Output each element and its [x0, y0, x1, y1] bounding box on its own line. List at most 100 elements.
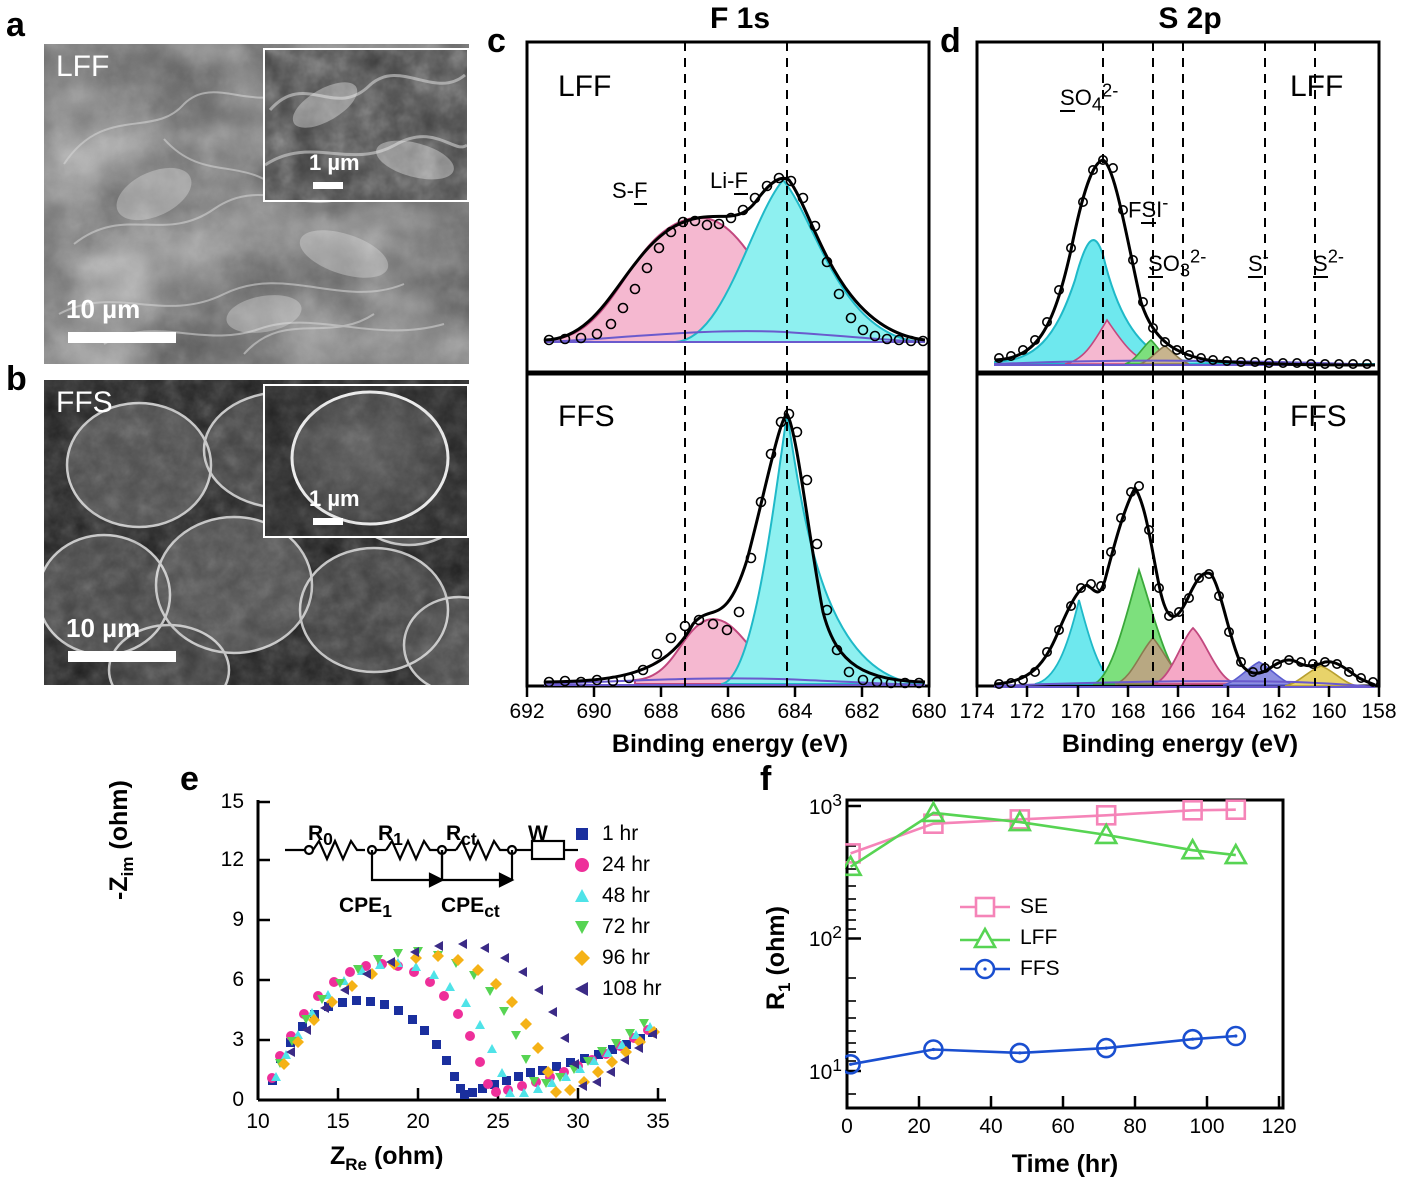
f1s-tick-690: 690: [576, 700, 612, 723]
xps-f1s-title: F 1s: [709, 2, 771, 35]
nyquist-ytick-12: 12: [220, 848, 244, 871]
legend-label-lff: LFF: [1020, 926, 1058, 949]
scalebar-label-a: 10 µm: [66, 294, 141, 324]
circuit-label-r1: R1: [378, 822, 403, 850]
panel-letter-e: e: [180, 760, 199, 798]
legend-marker-circle: [575, 858, 589, 872]
nyquist-xtick-30: 30: [566, 1110, 590, 1133]
nyquist-ytick-3: 3: [232, 1028, 244, 1051]
nyquist-xtick-35: 35: [646, 1110, 670, 1133]
legend-label-se: SE: [1020, 895, 1049, 918]
nyquist-circuit-inset: [285, 838, 578, 888]
panel-letter-f: f: [760, 760, 772, 798]
f1s-tick-686: 686: [710, 700, 746, 723]
circuit-label-rct: Rct: [446, 822, 477, 850]
sem-inset-texture-a: [265, 50, 467, 200]
legend-marker-diamond: [574, 950, 590, 966]
s2p-tick-162: 162: [1261, 700, 1297, 723]
r1-xtick-120: 120: [1261, 1115, 1297, 1138]
nyquist-plot: [246, 800, 666, 1120]
r1-ytick-100: 102: [808, 922, 842, 951]
panel-letter-c: c: [487, 22, 506, 60]
legend-label-72hr: 72 hr: [602, 915, 650, 938]
r1-xtick-40: 40: [979, 1115, 1003, 1138]
s2p-tick-170: 170: [1060, 700, 1096, 723]
legend-item-96hr: 96 hr: [572, 946, 662, 970]
inset-scalebar-b: [313, 518, 343, 525]
legend-item-se: SE: [960, 895, 1060, 919]
s2p-tick-166: 166: [1160, 700, 1196, 723]
legend-item-lff: LFF: [960, 926, 1060, 950]
f1s-peak-label-sf: S-F: [612, 178, 648, 205]
legend-label-108hr: 108 hr: [602, 977, 662, 1000]
s2p-tick-160: 160: [1311, 700, 1347, 723]
nyquist-legend: 1 hr 24 hr 48 hr 72 hr 96 hr 108 hr: [572, 822, 662, 1008]
nyquist-ytick-9: 9: [232, 908, 244, 931]
f1s-label-ffs: FFS: [558, 400, 615, 433]
f1s-tick-682: 682: [844, 700, 880, 723]
s2p-label-ffs: FFS: [1290, 400, 1347, 433]
f1s-tick-692: 692: [509, 700, 545, 723]
inset-scalebar-label-b: 1 µm: [309, 486, 360, 511]
sem-inset-a: 1 µm: [263, 48, 469, 202]
legend-item-48hr: 48 hr: [572, 884, 662, 908]
r1-xtick-0: 0: [841, 1115, 853, 1138]
scalebar-label-b: 10 µm: [66, 613, 141, 643]
s2p-tick-158: 158: [1361, 700, 1397, 723]
legend-label-48hr: 48 hr: [602, 884, 650, 907]
r1-vs-time-plot: [845, 798, 1285, 1110]
legend-marker-triangle-up: [575, 889, 589, 902]
nyquist-ytick-0: 0: [232, 1088, 244, 1111]
legend-label-ffs: FFS: [1020, 957, 1060, 980]
xps-s2p-plot: [975, 40, 1381, 697]
inset-scalebar-a: [313, 182, 343, 189]
legend-marker-triangle-down: [575, 921, 589, 934]
nyquist-ytick-6: 6: [232, 968, 244, 991]
circuit-label-cpe1: CPE1: [339, 894, 392, 922]
f1s-tick-680: 680: [911, 700, 947, 723]
legend-item-1hr: 1 hr: [572, 822, 662, 846]
xps-f1s-plot: [525, 40, 931, 697]
nyquist-xaxis-title: ZRe (ohm): [330, 1142, 444, 1174]
sem-label-lff: LFF: [56, 50, 110, 83]
legend-item-24hr: 24 hr: [572, 853, 662, 877]
legend-marker-square: [576, 828, 588, 840]
nyquist-yaxis-title: -Zim (ohm): [105, 780, 137, 900]
r1-xtick-60: 60: [1051, 1115, 1075, 1138]
s2p-peak-label-s1: S-: [1248, 246, 1269, 279]
circuit-label-r0: R0: [308, 822, 333, 850]
s2p-peak-label-so3: SO32-: [1148, 246, 1207, 281]
legend-marker-se: [960, 896, 1010, 918]
legend-label-24hr: 24 hr: [602, 853, 650, 876]
r1-ytick-1000: 103: [808, 790, 842, 819]
legend-marker-ffs: [960, 958, 1010, 980]
sem-image-ffs: FFS 1 µm 10 µm: [44, 380, 469, 685]
s2p-xaxis-title: Binding energy (eV): [1061, 730, 1299, 758]
nyquist-xtick-25: 25: [486, 1110, 510, 1133]
f1s-tick-684: 684: [777, 700, 813, 723]
nyquist-xtick-10: 10: [246, 1110, 270, 1133]
legend-item-ffs: FFS: [960, 957, 1060, 981]
f1s-tick-688: 688: [643, 700, 679, 723]
s2p-tick-174: 174: [959, 700, 995, 723]
legend-item-72hr: 72 hr: [572, 915, 662, 939]
inset-scalebar-label-a: 1 µm: [309, 150, 360, 175]
sem-label-ffs: FFS: [56, 386, 113, 419]
scalebar-b: [68, 651, 176, 662]
sem-inset-texture-b: [265, 386, 467, 536]
s2p-tick-172: 172: [1009, 700, 1045, 723]
s2p-peak-label-fsi: FSI-: [1128, 192, 1169, 225]
legend-item-108hr: 108 hr: [572, 977, 662, 1001]
legend-marker-lff: [960, 926, 1010, 949]
nyquist-ytick-15: 15: [220, 790, 244, 813]
r1-xtick-20: 20: [907, 1115, 931, 1138]
xps-s2p-title: S 2p: [1158, 2, 1222, 35]
s2p-tick-168: 168: [1110, 700, 1146, 723]
r1-xtick-100: 100: [1189, 1115, 1225, 1138]
circuit-label-w: W: [528, 822, 548, 845]
r1-yaxis-title: R1 (ohm): [762, 906, 794, 1010]
f1s-peak-label-lif: Li-F: [710, 168, 748, 195]
nyquist-xtick-15: 15: [326, 1110, 350, 1133]
panel-letter-d: d: [940, 22, 961, 60]
nyquist-xtick-20: 20: [406, 1110, 430, 1133]
